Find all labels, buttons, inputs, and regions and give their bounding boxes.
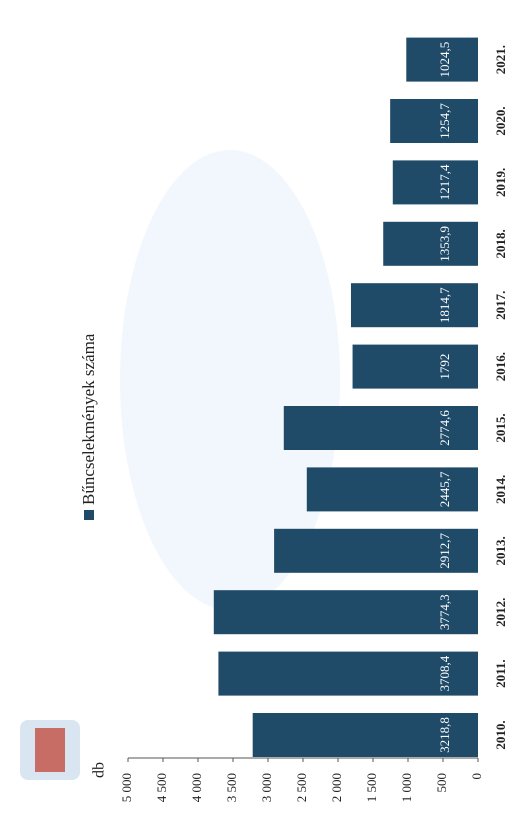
value-label: 2912,7: [437, 532, 452, 568]
y-tick-label: 1 500: [364, 773, 379, 802]
bar: [252, 713, 478, 757]
y-tick-label: 2 000: [329, 773, 344, 802]
x-tick-label: 2012.: [493, 598, 508, 627]
value-label: 3218,8: [437, 717, 452, 753]
bar: [406, 37, 478, 82]
x-tick-label: 2010.: [493, 720, 508, 749]
y-tick-label: 2 500: [294, 773, 309, 802]
x-tick-label: 2013.: [493, 536, 508, 565]
value-label: 1024,5: [437, 42, 452, 78]
bar: [383, 221, 478, 266]
x-tick-label: 2018.: [493, 229, 508, 258]
rotated-chart: Bűncselekmények száma db 0 500 1 000 1 500 2…: [79, 37, 508, 802]
value-label: 1353,9: [437, 226, 452, 262]
y-tick-label: 0: [469, 773, 484, 780]
y-tick-label: 1 000: [399, 773, 414, 802]
value-label: 1217,4: [437, 164, 452, 200]
value-label: 2774,6: [437, 410, 452, 446]
y-tick-label: 4 500: [154, 773, 169, 802]
y-tick-label: 3 000: [259, 773, 274, 802]
x-tick-label: 2011.: [493, 659, 508, 688]
bar: [218, 651, 479, 696]
watermark: [120, 150, 340, 610]
bar: [390, 99, 478, 143]
bar: [213, 590, 478, 635]
x-tick-label: 2019.: [493, 168, 508, 197]
value-label: 2445,7: [437, 471, 452, 507]
logo-shield: [35, 728, 65, 772]
value-label: 3774,3: [437, 594, 452, 630]
value-label: 1792: [437, 354, 452, 380]
value-label: 1814,7: [437, 287, 452, 323]
y-tick-label: 500: [434, 773, 449, 793]
bar: [352, 344, 478, 389]
x-tick-label: 2021.: [493, 45, 508, 74]
value-label: 1254,7: [437, 103, 452, 139]
y-tick-label: 4 000: [189, 773, 204, 802]
x-tick-label: 2015.: [493, 413, 508, 442]
bar: [283, 406, 479, 450]
bar: [306, 467, 478, 512]
legend-swatch: [84, 510, 94, 520]
bar: [274, 528, 478, 573]
x-tick-label: 2014.: [493, 475, 508, 504]
axis-label: db: [91, 762, 108, 778]
x-tick-label: 2020.: [493, 106, 508, 135]
x-tick-label: 2017.: [493, 291, 508, 320]
y-tick-label: 3 500: [224, 773, 239, 802]
bar: [350, 283, 479, 328]
y-tick-label: 5 000: [119, 773, 134, 802]
bar: [392, 160, 479, 205]
legend-label: Bűncselekmények száma: [79, 333, 98, 505]
x-tick-label: 2016.: [493, 352, 508, 381]
value-label: 3708,4: [437, 655, 452, 691]
